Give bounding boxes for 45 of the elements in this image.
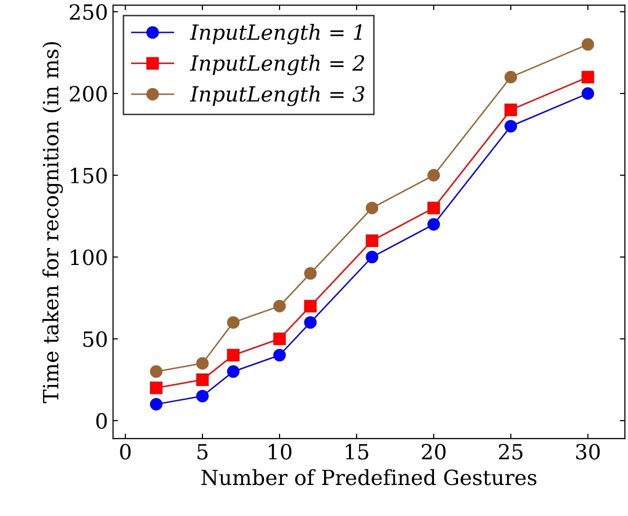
x-tick-label: 10 [268,444,292,460]
point [582,87,594,100]
point [196,357,209,370]
point [304,316,317,329]
point [150,382,162,394]
legend-label: InputLength = 1 [190,24,362,44]
x-axis-title: Number of Predefined Gestures [201,469,536,486]
point [227,348,240,362]
legend-label: InputLength = 2 [190,54,364,76]
point [304,267,317,280]
point [150,365,162,378]
point [273,332,286,346]
point [366,250,378,264]
point [196,390,209,402]
y-tick-label: 0 [96,413,107,429]
x-tick-label: 25 [498,444,522,460]
point [366,234,378,247]
point [366,202,378,214]
point [427,202,440,214]
y-tick-label: 100 [70,250,107,266]
y-axis-title: Time taken for recognition (in ms) [42,42,63,404]
y-tick-label: 150 [70,168,107,184]
x-tick-label: 15 [346,444,368,460]
point [504,120,518,132]
y-tick-label: 250 [70,4,107,20]
point [504,104,518,116]
legend-label: InputLength = 3 [190,86,364,106]
y-tick-label: 50 [83,331,107,348]
point [227,316,240,329]
point [196,373,209,386]
point [273,348,286,362]
point [582,70,594,84]
point [227,365,240,378]
x-tick-label: 5 [198,444,208,460]
point [273,300,286,312]
x-tick-label: 0 [120,444,131,460]
point [504,70,518,84]
point [582,38,594,51]
point [427,169,440,182]
point [304,300,317,312]
x-tick-label: 20 [422,444,446,460]
x-tick-label: 30 [576,444,600,460]
point [427,218,440,231]
y-tick-label: 200 [70,86,107,102]
point [150,398,162,410]
